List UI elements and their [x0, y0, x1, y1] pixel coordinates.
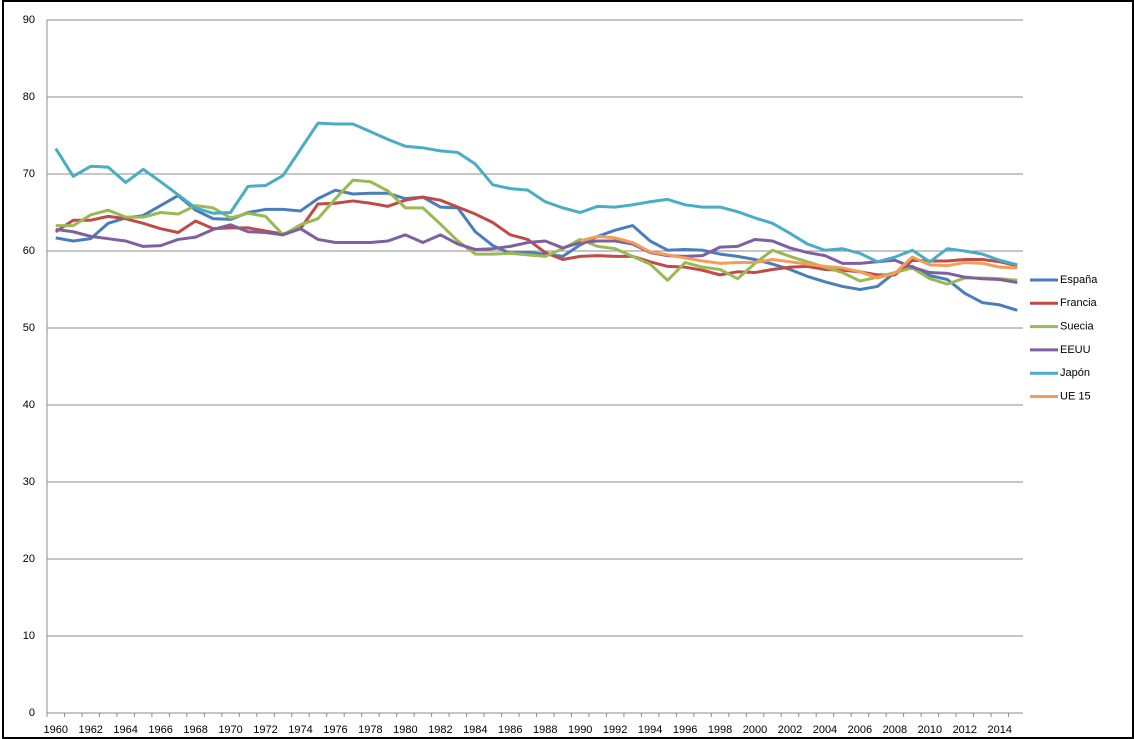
- x-tick-label: 1964: [113, 724, 137, 736]
- y-tick-label: 60: [23, 245, 35, 257]
- legend-label: Suecia: [1060, 321, 1095, 333]
- x-tick-label: 1992: [603, 724, 627, 736]
- series-line: [579, 234, 1018, 280]
- series-line: [55, 223, 1018, 285]
- x-tick-label: 1972: [253, 724, 277, 736]
- x-tick-label: 2014: [988, 724, 1012, 736]
- x-tick-label: 1982: [428, 724, 452, 736]
- x-tick-label: 1962: [78, 724, 102, 736]
- series-line: [54, 121, 1018, 267]
- x-tick-label: 1960: [43, 724, 67, 736]
- x-tick-label: 2006: [848, 724, 872, 736]
- y-tick-label: 90: [23, 14, 35, 26]
- x-tick-label: 1980: [393, 724, 417, 736]
- y-tick-label: 40: [23, 399, 35, 411]
- x-tick-label: 2002: [778, 724, 802, 736]
- x-tick-label: 1976: [323, 724, 347, 736]
- x-tick-label: 1986: [498, 724, 522, 736]
- legend-label: Japón: [1060, 367, 1090, 379]
- x-tick-label: 2010: [918, 724, 942, 736]
- legend-label: Francia: [1060, 297, 1098, 309]
- x-tick-label: 1988: [533, 724, 557, 736]
- y-tick-label: 50: [23, 322, 35, 334]
- x-tick-label: 1990: [568, 724, 592, 736]
- legend-label: España: [1060, 274, 1098, 286]
- x-tick-label: 1998: [708, 724, 732, 736]
- series-line: [55, 178, 1018, 286]
- x-tick-label: 1978: [358, 724, 382, 736]
- x-tick-label: 1968: [183, 724, 207, 736]
- legend-label: EEUU: [1060, 344, 1091, 356]
- x-tick-label: 1974: [288, 724, 312, 736]
- x-tick-label: 1994: [638, 724, 662, 736]
- y-tick-label: 20: [23, 553, 35, 565]
- legend-label: UE 15: [1060, 390, 1091, 402]
- x-tick-label: 2000: [743, 724, 767, 736]
- x-tick-label: 2012: [953, 724, 977, 736]
- x-tick-label: 1966: [148, 724, 172, 736]
- y-tick-label: 70: [23, 168, 35, 180]
- x-tick-label: 2004: [813, 724, 837, 736]
- series-line: [55, 188, 1018, 312]
- y-tick-label: 10: [23, 630, 35, 642]
- y-tick-label: 0: [29, 707, 35, 719]
- x-tick-label: 1970: [218, 724, 242, 736]
- x-tick-label: 1996: [673, 724, 697, 736]
- y-tick-label: 30: [23, 476, 35, 488]
- y-tick-label: 80: [23, 91, 35, 103]
- x-tick-label: 1984: [463, 724, 487, 736]
- x-tick-label: 2008: [883, 724, 907, 736]
